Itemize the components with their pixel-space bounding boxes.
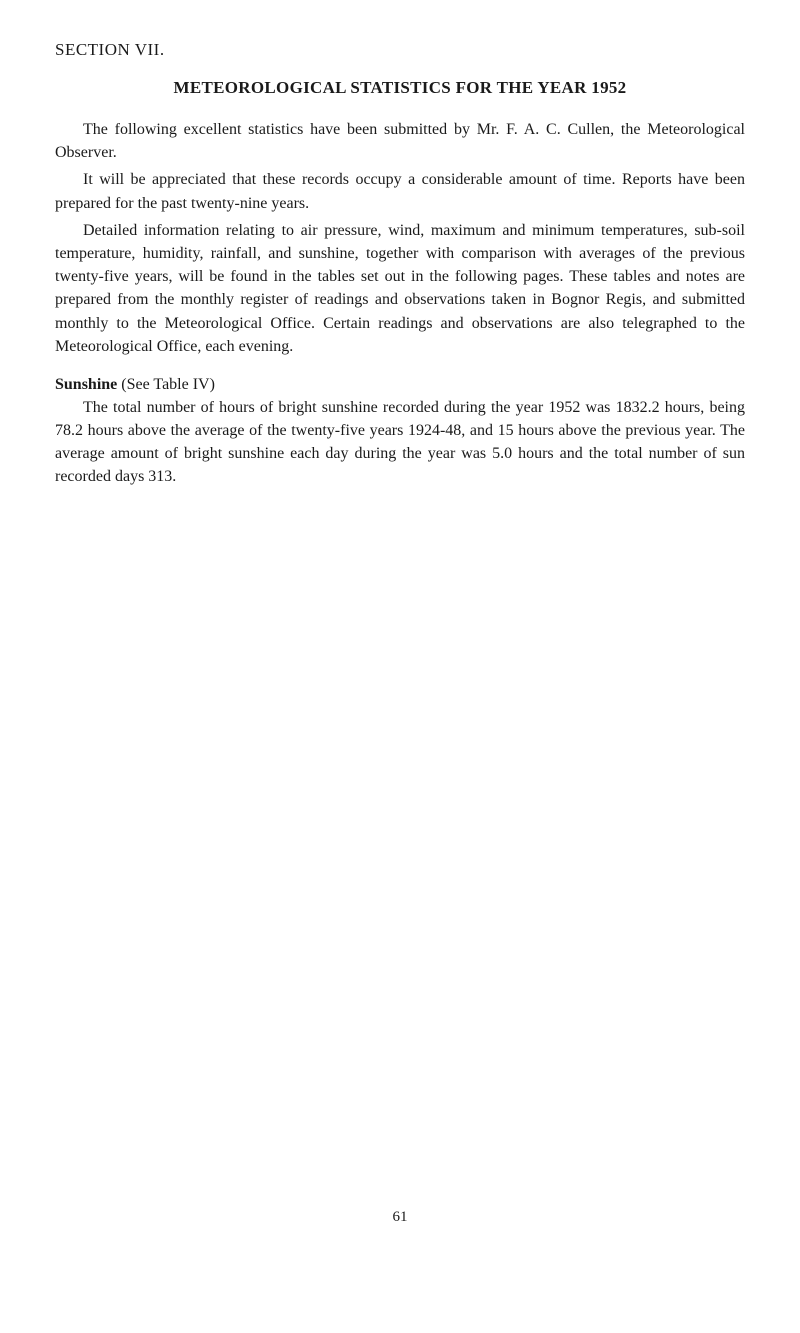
subheading-bold: Sunshine xyxy=(55,376,117,393)
intro-paragraphs: The following excellent statistics have … xyxy=(55,118,745,358)
sunshine-subheading: Sunshine (See Table IV) xyxy=(55,376,745,394)
paragraph-1: The following excellent statistics have … xyxy=(55,118,745,164)
page-number: 61 xyxy=(55,1209,745,1226)
subheading-rest: (See Table IV) xyxy=(117,376,215,393)
sunshine-paragraph: The total number of hours of bright suns… xyxy=(55,396,745,489)
paragraph-3: Detailed information relating to air pre… xyxy=(55,219,745,358)
paragraph-2: It will be appreciated that these record… xyxy=(55,168,745,214)
page-title: METEOROLOGICAL STATISTICS FOR THE YEAR 1… xyxy=(55,78,745,98)
document-page: SECTION VII. METEOROLOGICAL STATISTICS F… xyxy=(0,0,800,1266)
section-header: SECTION VII. xyxy=(55,40,745,60)
